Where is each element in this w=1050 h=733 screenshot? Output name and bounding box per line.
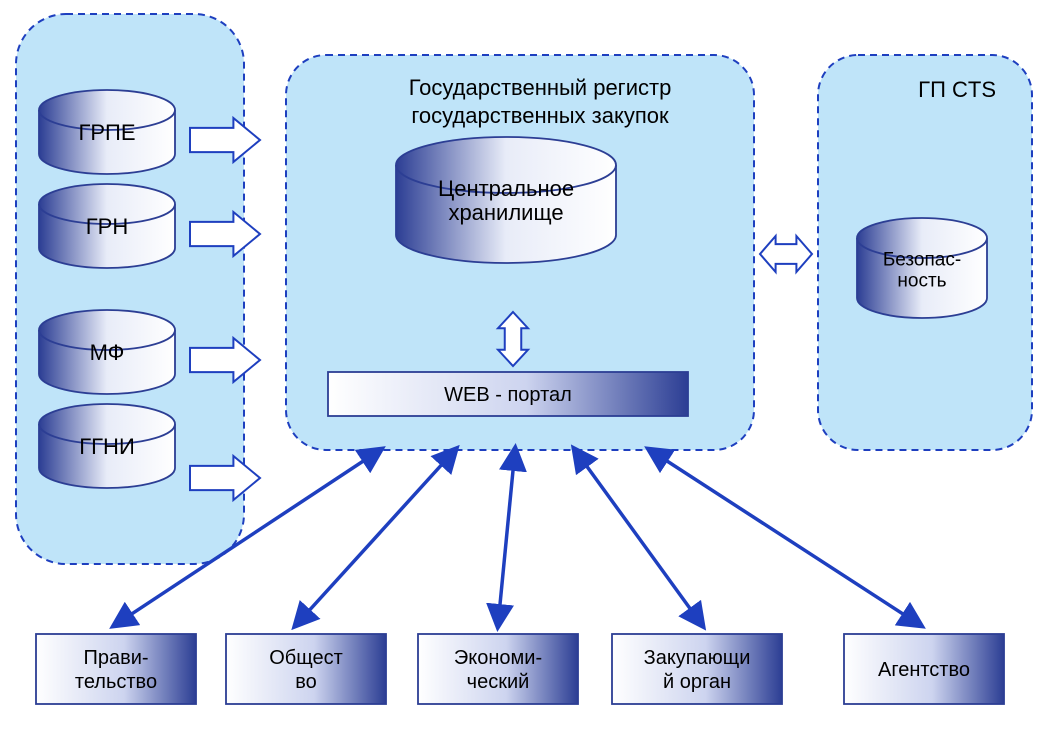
bottom-box-buyer-label: й орган	[663, 671, 731, 693]
bottom-box-soc-label: Общест	[269, 647, 343, 669]
bottom-box-soc-label: во	[295, 671, 317, 693]
db-grn: ГРН	[39, 184, 175, 268]
db-grpe: ГРПЕ	[39, 90, 175, 174]
architecture-diagram: Государственный регистр государственных з…	[0, 0, 1050, 733]
db-grn-label: ГРН	[86, 214, 128, 239]
db-security-label: Безопас-	[883, 250, 961, 271]
bottom-box-agency-label: Агентство	[878, 659, 970, 681]
bottom-box-soc: Общество	[226, 634, 386, 704]
db-grpe-label: ГРПЕ	[78, 120, 135, 145]
bottom-box-gov-label: Прави-	[83, 647, 148, 669]
web-portal-box-label: WEB - портал	[444, 384, 572, 406]
db-central: Центральноехранилище	[396, 137, 616, 263]
db-security-label: ность	[897, 270, 946, 291]
db-central-label: хранилище	[448, 200, 563, 225]
db-security: Безопас-ность	[857, 218, 987, 318]
db-mf: МФ	[39, 310, 175, 394]
right-panel-title: ГП CTS	[918, 77, 996, 102]
center-panel-title: Государственный регистр	[409, 75, 672, 100]
arrow-center-right	[760, 236, 812, 272]
db-ggni-label: ГГНИ	[79, 434, 135, 459]
connector-arrow-3	[575, 450, 702, 625]
bottom-box-econ: Экономи-ческий	[418, 634, 578, 704]
bottom-box-gov: Прави-тельство	[36, 634, 196, 704]
connector-arrow-2	[498, 450, 515, 625]
db-central-label: Центральное	[438, 176, 574, 201]
center-panel-title: государственных закупок	[411, 103, 669, 128]
bottom-box-econ-label: Экономи-	[454, 647, 542, 669]
db-ggni: ГГНИ	[39, 404, 175, 488]
web-portal-box: WEB - портал	[328, 372, 688, 416]
bottom-box-econ-label: ческий	[467, 671, 530, 693]
db-mf-label: МФ	[90, 340, 125, 365]
connector-arrow-1	[296, 450, 455, 625]
bottom-box-buyer-label: Закупающи	[644, 647, 751, 669]
bottom-box-gov-label: тельство	[75, 671, 157, 693]
bottom-box-buyer: Закупающий орган	[612, 634, 782, 704]
bottom-box-agency: Агентство	[844, 634, 1004, 704]
connector-arrow-4	[650, 450, 920, 625]
